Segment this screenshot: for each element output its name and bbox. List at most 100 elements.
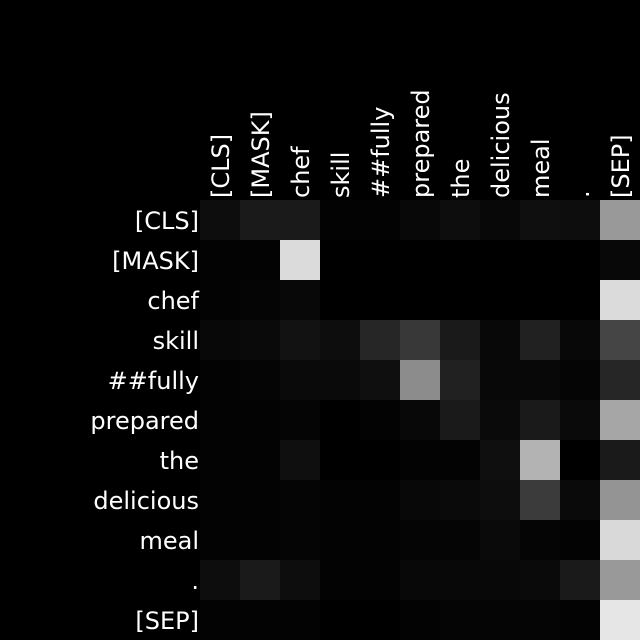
heatmap-cell-r9-c0 xyxy=(200,560,240,600)
heatmap-cell-r8-c8 xyxy=(520,520,560,560)
x-tick-label-meal: meal xyxy=(527,138,555,198)
heatmap-cell-r0-c9 xyxy=(560,200,600,240)
heatmap-cell-r3-c10 xyxy=(600,320,640,360)
heatmap-cell-r7-c4 xyxy=(360,480,400,520)
heatmap-cell-r9-c3 xyxy=(320,560,360,600)
heatmap-cell-r7-c1 xyxy=(240,480,280,520)
heatmap-cell-r0-c7 xyxy=(480,200,520,240)
heatmap-cell-r10-c7 xyxy=(480,600,520,640)
y-tick-label-meal: meal xyxy=(139,527,199,555)
heatmap-cell-r1-c0 xyxy=(200,240,240,280)
heatmap-cell-r5-c10 xyxy=(600,400,640,440)
heatmap-cell-r9-c8 xyxy=(520,560,560,600)
heatmap-cell-r7-c8 xyxy=(520,480,560,520)
heatmap-cell-r1-c8 xyxy=(520,240,560,280)
heatmap-cell-r3-c2 xyxy=(280,320,320,360)
heatmap-cell-r5-c7 xyxy=(480,400,520,440)
heatmap-cell-r6-c0 xyxy=(200,440,240,480)
heatmap-cell-r0-c10 xyxy=(600,200,640,240)
heatmap-cell-r7-c9 xyxy=(560,480,600,520)
heatmap-cell-r2-c5 xyxy=(400,280,440,320)
heatmap-cell-r10-c4 xyxy=(360,600,400,640)
heatmap-cell-r10-c0 xyxy=(200,600,240,640)
heatmap-cell-r6-c2 xyxy=(280,440,320,480)
heatmap-cell-r0-c4 xyxy=(360,200,400,240)
x-tick-label-the: the xyxy=(447,159,475,198)
y-tick-label-delicious: delicious xyxy=(93,487,199,515)
heatmap-cell-r2-c4 xyxy=(360,280,400,320)
heatmap-cell-r8-c6 xyxy=(440,520,480,560)
y-tick-label-period: . xyxy=(191,567,199,595)
heatmap-cell-r0-c8 xyxy=(520,200,560,240)
heatmap-cell-r5-c1 xyxy=(240,400,280,440)
heatmap-cell-r4-c9 xyxy=(560,360,600,400)
heatmap-cell-r3-c6 xyxy=(440,320,480,360)
heatmap-cell-r1-c2 xyxy=(280,240,320,280)
heatmap-cell-r0-c0 xyxy=(200,200,240,240)
heatmap-cell-r2-c6 xyxy=(440,280,480,320)
x-tick-label-chef: chef xyxy=(287,146,315,198)
heatmap-cell-r4-c3 xyxy=(320,360,360,400)
heatmap-cell-r9-c4 xyxy=(360,560,400,600)
y-tick-label-the: the xyxy=(160,447,199,475)
heatmap-cell-r8-c10 xyxy=(600,520,640,560)
heatmap-cell-r7-c5 xyxy=(400,480,440,520)
heatmap-cell-r5-c9 xyxy=(560,400,600,440)
heatmap-cell-r1-c3 xyxy=(320,240,360,280)
heatmap-cell-r2-c0 xyxy=(200,280,240,320)
heatmap-cell-r4-c0 xyxy=(200,360,240,400)
y-tick-label-sep: [SEP] xyxy=(135,607,199,635)
heatmap-cells xyxy=(200,200,640,640)
heatmap-cell-r10-c8 xyxy=(520,600,560,640)
heatmap-cell-r7-c0 xyxy=(200,480,240,520)
heatmap-cell-r10-c10 xyxy=(600,600,640,640)
heatmap-cell-r4-c4 xyxy=(360,360,400,400)
heatmap-cell-r0-c5 xyxy=(400,200,440,240)
heatmap-cell-r7-c2 xyxy=(280,480,320,520)
heatmap-cell-r1-c9 xyxy=(560,240,600,280)
heatmap-cell-r3-c3 xyxy=(320,320,360,360)
column-tick-labels: [CLS] [MASK] chef skill ##fully prepared the de… xyxy=(207,89,635,198)
heatmap-cell-r10-c9 xyxy=(560,600,600,640)
heatmap-cell-r10-c6 xyxy=(440,600,480,640)
x-tick-label-mask: [MASK] xyxy=(247,111,275,198)
heatmap-cell-r8-c4 xyxy=(360,520,400,560)
heatmap-cell-r6-c7 xyxy=(480,440,520,480)
heatmap-cell-r5-c6 xyxy=(440,400,480,440)
heatmap-cell-r10-c5 xyxy=(400,600,440,640)
heatmap-cell-r5-c5 xyxy=(400,400,440,440)
heatmap-cell-r6-c4 xyxy=(360,440,400,480)
heatmap-cell-r7-c10 xyxy=(600,480,640,520)
heatmap-cell-r0-c6 xyxy=(440,200,480,240)
heatmap-cell-r4-c1 xyxy=(240,360,280,400)
heatmap-cell-r7-c3 xyxy=(320,480,360,520)
heatmap-cell-r8-c2 xyxy=(280,520,320,560)
heatmap-cell-r9-c6 xyxy=(440,560,480,600)
y-tick-label-prepared: prepared xyxy=(90,407,199,435)
heatmap-cell-r1-c7 xyxy=(480,240,520,280)
heatmap-cell-r0-c1 xyxy=(240,200,280,240)
x-tick-label-period: . xyxy=(567,190,595,198)
heatmap-cell-r1-c5 xyxy=(400,240,440,280)
heatmap-cell-r8-c0 xyxy=(200,520,240,560)
heatmap-cell-r3-c0 xyxy=(200,320,240,360)
heatmap-cell-r6-c3 xyxy=(320,440,360,480)
heatmap-cell-r5-c8 xyxy=(520,400,560,440)
heatmap-cell-r2-c8 xyxy=(520,280,560,320)
heatmap-cell-r2-c7 xyxy=(480,280,520,320)
x-tick-label-cls: [CLS] xyxy=(207,134,235,198)
heatmap-cell-r1-c10 xyxy=(600,240,640,280)
heatmap-cell-r0-c2 xyxy=(280,200,320,240)
heatmap-cell-r5-c3 xyxy=(320,400,360,440)
heatmap-cell-r5-c4 xyxy=(360,400,400,440)
heatmap-cell-r2-c9 xyxy=(560,280,600,320)
heatmap-cell-r10-c2 xyxy=(280,600,320,640)
y-tick-label-cls: [CLS] xyxy=(135,207,199,235)
x-tick-label-delicious: delicious xyxy=(487,92,515,198)
heatmap-cell-r2-c2 xyxy=(280,280,320,320)
heatmap-cell-r3-c1 xyxy=(240,320,280,360)
heatmap-cell-r8-c1 xyxy=(240,520,280,560)
heatmap-cell-r1-c1 xyxy=(240,240,280,280)
y-tick-label-skill: skill xyxy=(153,327,199,355)
